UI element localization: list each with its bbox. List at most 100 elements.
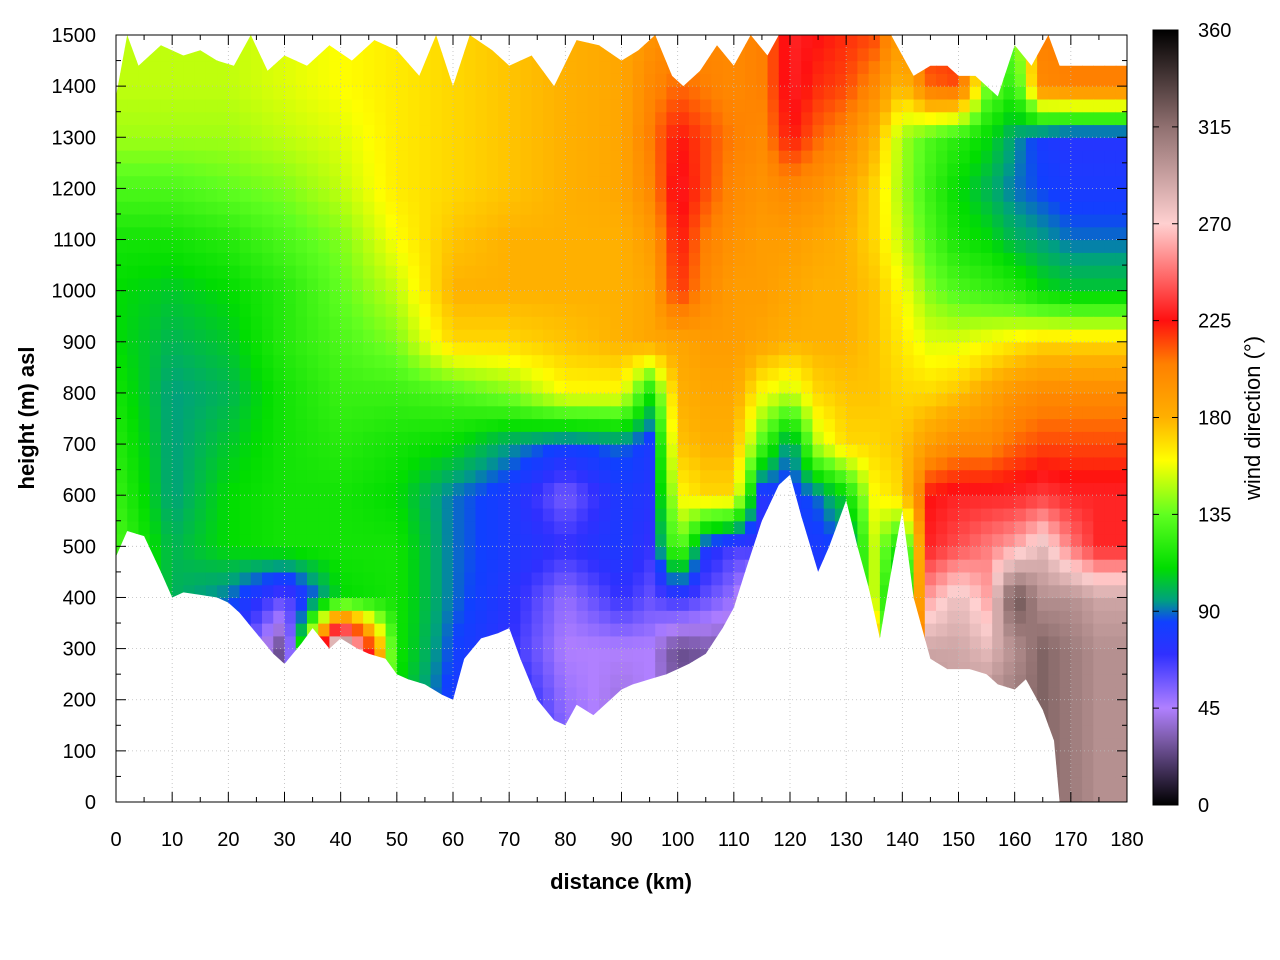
field-cell [610,150,623,164]
field-cell [475,533,488,547]
field-cell [453,316,465,330]
field-cell [790,265,802,279]
field-cell [250,610,263,624]
field-cell [396,648,409,662]
field-cell [980,533,993,547]
field-cell [228,290,241,305]
field-cell [419,124,432,138]
field-cell [172,60,184,74]
field-cell [857,162,870,177]
field-cell [980,367,993,381]
field-cell [273,610,286,624]
field-cell [1037,201,1049,215]
field-cell [857,60,870,74]
field-cell [643,482,656,496]
field-cell [868,329,881,343]
field-cell [643,213,656,228]
field-cell [408,661,420,675]
field-cell [767,392,780,407]
field-cell [160,507,173,522]
field-cell [1014,507,1027,522]
field-cell [823,380,836,394]
field-cell [722,495,735,509]
field-cell [643,597,656,611]
field-cell [172,380,184,394]
field-cell [486,418,499,432]
field-cell [295,495,308,509]
field-cell [980,444,993,458]
field-cell [599,456,611,471]
field-cell [419,277,432,292]
field-cell [396,98,409,113]
field-cell [419,213,432,228]
field-cell [183,546,196,560]
field-cell [790,277,802,292]
field-cell [879,341,892,356]
field-cell [801,418,814,432]
field-cell [980,86,993,100]
field-cell [217,456,229,471]
field-cell [172,392,184,407]
field-cell [194,533,207,547]
field-cell [205,175,218,189]
field-cell [722,226,735,241]
field-cell [857,137,870,151]
field-cell [419,316,432,330]
field-cell [250,47,263,62]
field-cell [812,431,825,445]
field-cell [250,150,263,164]
field-cell [969,648,982,662]
field-cell [936,239,948,253]
field-cell [879,277,892,292]
field-cell [812,277,825,292]
field-cell [587,47,600,62]
field-cell [127,226,140,241]
field-cell [936,226,948,241]
field-cell [396,175,409,189]
field-cell [688,507,701,522]
field-cell [992,367,1005,381]
field-cell [464,47,477,62]
field-cell [1025,482,1038,496]
field-cell [441,482,454,496]
field-cell [262,507,274,522]
field-cell [587,111,600,126]
field-cell [655,162,668,177]
field-cell [857,86,870,100]
field-cell [1025,137,1038,151]
field-cell [396,316,409,330]
field-cell [857,239,870,253]
field-cell [700,150,712,164]
field-cell [497,265,510,279]
field-cell [497,507,510,522]
field-cell [610,635,623,650]
field-cell [1037,444,1049,458]
field-cell [194,137,207,151]
field-cell [295,546,308,560]
field-cell [351,303,364,317]
field-cell [205,418,218,432]
field-cell [160,380,173,394]
field-cell [891,303,903,317]
field-cell [374,431,387,445]
field-cell [385,175,398,189]
field-cell [554,162,566,177]
field-cell [655,150,668,164]
field-cell [655,175,668,189]
field-cell [1048,699,1061,714]
field-cell [610,559,623,573]
field-cell [947,175,960,189]
field-cell [778,35,791,49]
field-cell [936,111,948,126]
field-cell [172,98,184,113]
field-cell [643,124,656,138]
field-cell [262,418,274,432]
field-cell [306,482,319,496]
field-cell [340,367,353,381]
field-cell [464,610,477,624]
field-cell [767,239,780,253]
field-cell [329,188,342,202]
field-cell [531,674,544,688]
field-cell [284,175,297,189]
field-cell [408,226,420,241]
